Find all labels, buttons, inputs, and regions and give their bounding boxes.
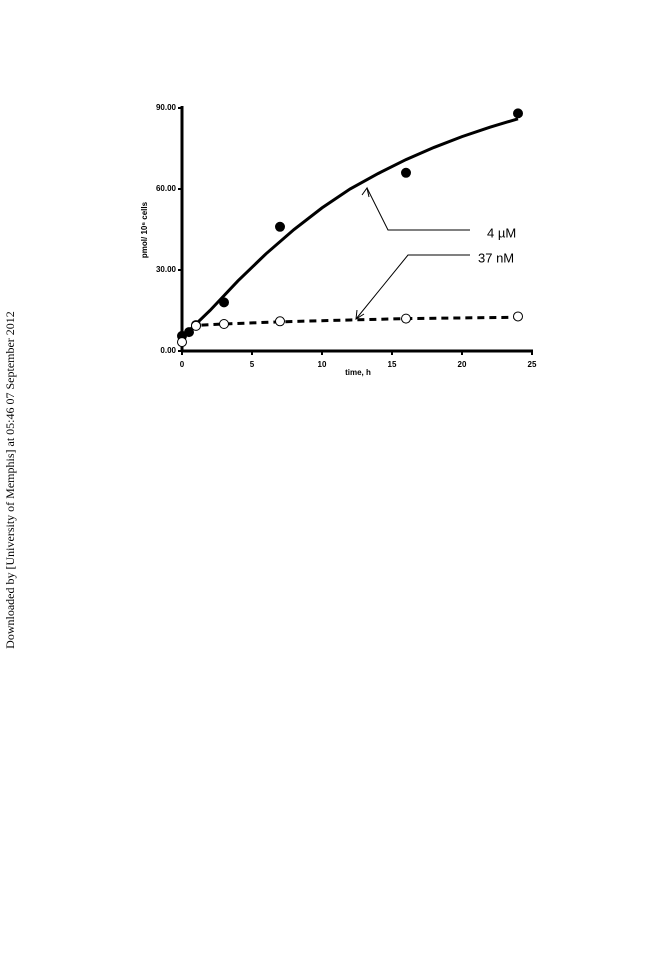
data-point	[513, 311, 523, 322]
data-point	[401, 167, 411, 178]
fit-line	[181, 315, 519, 339]
arrow-head	[361, 186, 370, 198]
annotation-leader	[366, 187, 470, 231]
y-tick-label: 90.00	[156, 103, 177, 112]
annotations: 4 µM 37 nM	[355, 186, 516, 320]
x-tick-label: 0	[180, 360, 185, 369]
x-axis-label: time, h	[345, 368, 371, 377]
y-tick-label: 60.00	[156, 184, 177, 193]
data-point	[219, 319, 229, 329]
fit-line	[180, 117, 519, 339]
data-point	[401, 313, 411, 324]
data-point	[275, 221, 285, 232]
data-point	[191, 320, 201, 331]
y-axis-label: pmol/ 10⁶ cells	[140, 201, 149, 258]
x-tick-label: 10	[318, 360, 327, 369]
data-point	[513, 108, 523, 119]
x-tick-label: 25	[528, 360, 537, 369]
x-tick-label: 15	[388, 360, 397, 369]
annotation-leader	[355, 254, 470, 320]
data-point	[275, 316, 285, 327]
data-point	[219, 297, 229, 308]
x-tick-label: 20	[458, 360, 467, 369]
annotation-label: 37 nM	[478, 250, 514, 265]
arrow-head	[355, 309, 365, 320]
download-note: Downloaded by [University of Memphis] at…	[3, 311, 17, 649]
annotation-label: 4 µM	[487, 225, 516, 240]
data-point	[177, 337, 187, 348]
y-tick-label: 0.00	[160, 346, 176, 355]
x-tick-label: 5	[250, 360, 255, 369]
y-tick-label: 30.00	[156, 265, 177, 274]
